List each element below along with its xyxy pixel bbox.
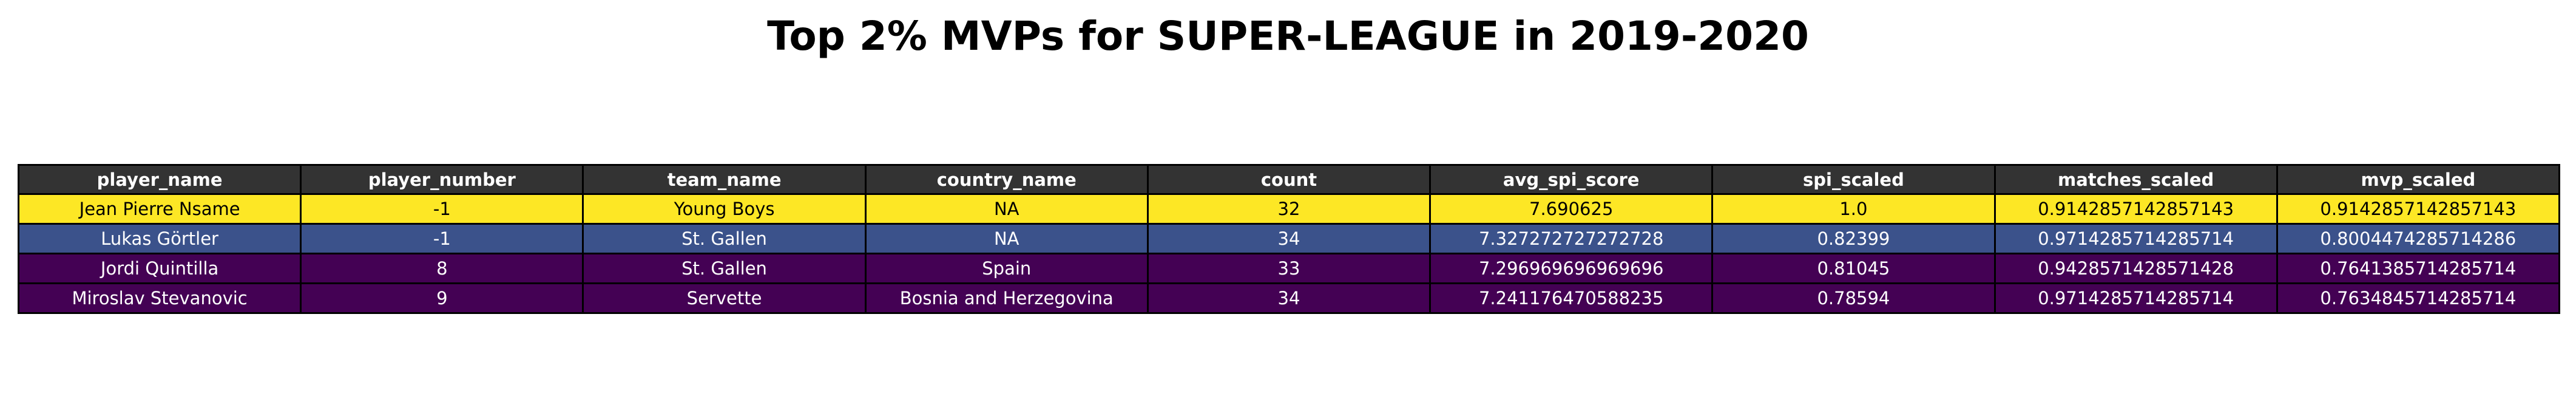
column-header-player-number: player_number — [300, 164, 584, 195]
table-cell: 0.9714285714285714 — [1993, 223, 2278, 254]
table-cell: 8 — [300, 253, 584, 284]
table-cell: Miroslav Stevanovic — [17, 282, 302, 314]
table-cell: Jordi Quintilla — [17, 253, 302, 284]
table-cell: NA — [864, 193, 1149, 225]
mvp-table-container: player_name player_number team_name coun… — [17, 164, 2561, 314]
table-cell: 1.0 — [1711, 193, 1996, 225]
table-cell: 0.9428571428571428 — [1993, 253, 2278, 284]
table-cell: 0.81045 — [1711, 253, 1996, 284]
table-row: Miroslav Stevanovic 9 Servette Bosnia an… — [17, 282, 2561, 314]
table-row: Lukas Görtler -1 St. Gallen NA 34 7.3272… — [17, 223, 2561, 254]
table-cell: 7.690625 — [1429, 193, 1714, 225]
table-cell: 33 — [1146, 253, 1432, 284]
table-cell: 0.9142857142857143 — [1993, 193, 2278, 225]
table-cell: Spain — [864, 253, 1149, 284]
column-header-country-name: country_name — [864, 164, 1149, 195]
table-row: Jean Pierre Nsame -1 Young Boys NA 32 7.… — [17, 193, 2561, 225]
table-cell: 7.241176470588235 — [1429, 282, 1714, 314]
table-cell: Bosnia and Herzegovina — [864, 282, 1149, 314]
table-cell: 0.7641385714285714 — [2276, 253, 2561, 284]
table-cell: NA — [864, 223, 1149, 254]
table-cell: 0.9714285714285714 — [1993, 282, 2278, 314]
table-cell: 9 — [300, 282, 584, 314]
table-cell: 0.82399 — [1711, 223, 1996, 254]
table-cell: -1 — [300, 223, 584, 254]
table-cell: -1 — [300, 193, 584, 225]
table-cell: St. Gallen — [582, 223, 867, 254]
column-header-mvp-scaled: mvp_scaled — [2276, 164, 2561, 195]
column-header-spi-scaled: spi_scaled — [1711, 164, 1996, 195]
table-cell: 0.78594 — [1711, 282, 1996, 314]
table-header-row: player_name player_number team_name coun… — [17, 164, 2561, 195]
table-cell: Lukas Görtler — [17, 223, 302, 254]
table-cell: 7.296969696969696 — [1429, 253, 1714, 284]
table-row: Jordi Quintilla 8 St. Gallen Spain 33 7.… — [17, 253, 2561, 284]
table-cell: 32 — [1146, 193, 1432, 225]
table-cell: Young Boys — [582, 193, 867, 225]
table-cell: Servette — [582, 282, 867, 314]
table-cell: 0.7634845714285714 — [2276, 282, 2561, 314]
column-header-avg-spi-score: avg_spi_score — [1429, 164, 1714, 195]
table-cell: 7.327272727272728 — [1429, 223, 1714, 254]
table-cell: 0.9142857142857143 — [2276, 193, 2561, 225]
table-cell: St. Gallen — [582, 253, 867, 284]
column-header-matches-scaled: matches_scaled — [1993, 164, 2278, 195]
table-cell: 34 — [1146, 223, 1432, 254]
column-header-player-name: player_name — [17, 164, 302, 195]
table-cell: 34 — [1146, 282, 1432, 314]
mvp-table: player_name player_number team_name coun… — [17, 164, 2561, 314]
table-cell: Jean Pierre Nsame — [17, 193, 302, 225]
chart-title: Top 2% MVPs for SUPER-LEAGUE in 2019-202… — [767, 13, 1809, 60]
column-header-count: count — [1146, 164, 1432, 195]
column-header-team-name: team_name — [582, 164, 867, 195]
table-cell: 0.8004474285714286 — [2276, 223, 2561, 254]
